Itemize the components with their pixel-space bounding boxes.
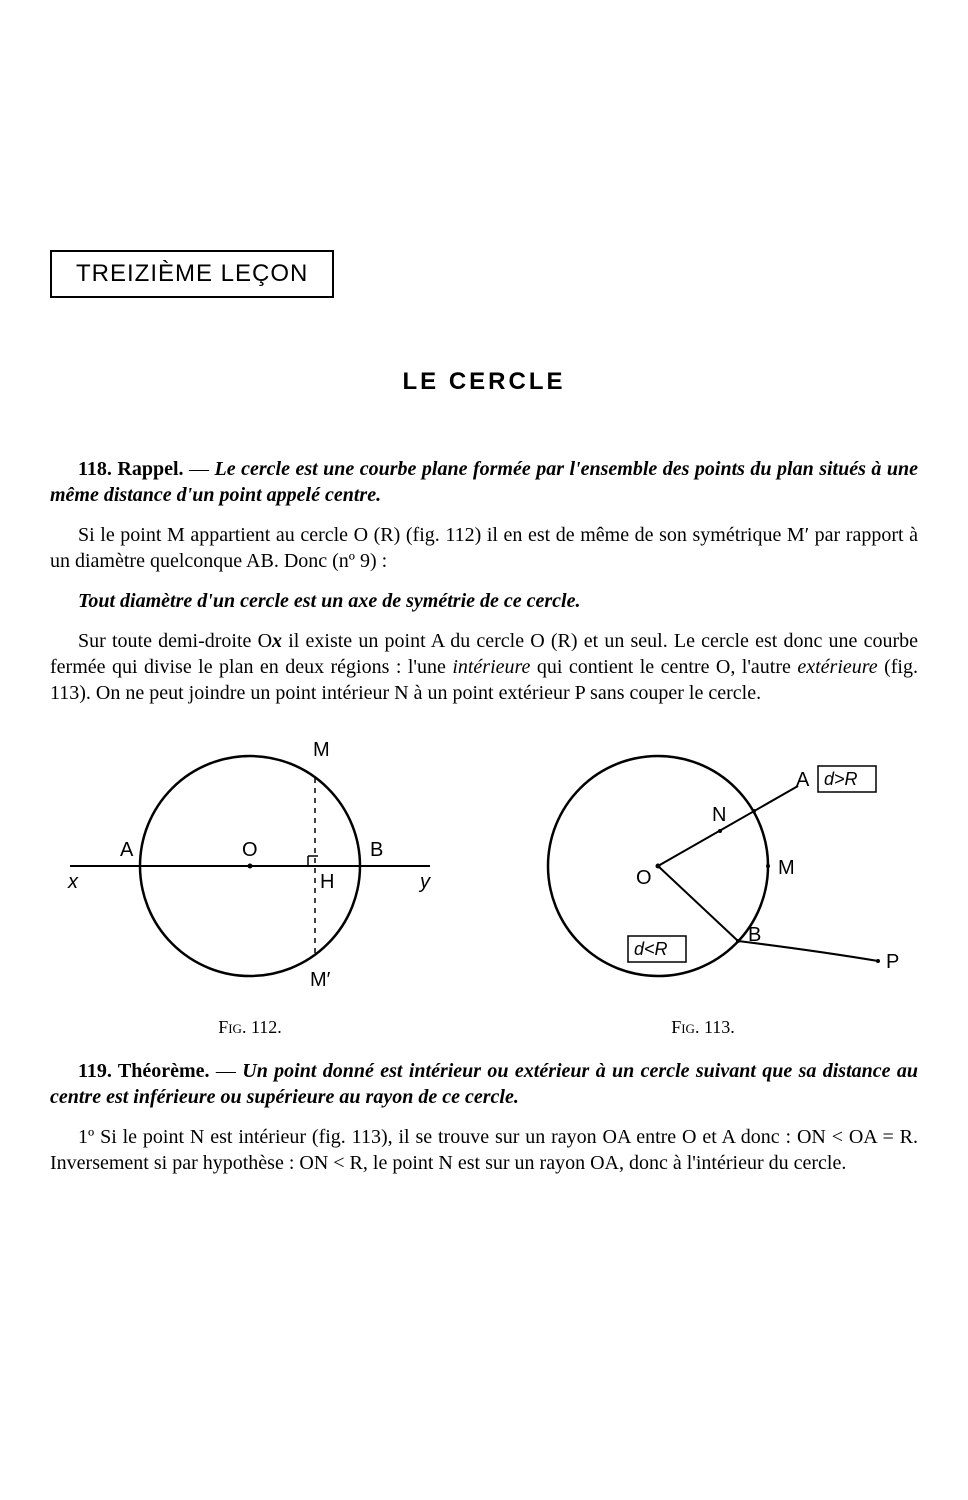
- para-119-1: 1º Si le point N est intérieur (fig. 113…: [50, 1124, 918, 1176]
- label-O2: O: [636, 867, 652, 889]
- label-M: M: [313, 739, 330, 761]
- figure-112-caption: Fig. 112.: [50, 1017, 450, 1038]
- lesson-box: TREIZIÈME LEÇON: [50, 250, 334, 298]
- p2-e: qui contient le centre O, l'autre: [530, 656, 797, 678]
- section-118-heading: 118. Rappel. — Le cercle est une courbe …: [50, 456, 918, 508]
- lesson-box-label: TREIZIÈME LEÇON: [76, 260, 308, 287]
- figure-113-svg: d>R d<R O N A M B P: [488, 726, 918, 1006]
- label-x: x: [67, 871, 79, 893]
- label-N: N: [712, 804, 726, 826]
- section-number-118: 118. Rappel.: [78, 458, 184, 480]
- figure-112: M M′ A B O H x y Fig. 112.: [50, 726, 450, 1038]
- p2-x: x: [272, 630, 282, 652]
- figure-112-svg: M M′ A B O H x y: [50, 726, 450, 1006]
- heading-dash: —: [184, 458, 215, 480]
- para-118-2: Sur toute demi-droite Ox il existe un po…: [50, 628, 918, 706]
- para-118-axiom: Tout diamètre d'un cercle est un axe de …: [50, 588, 918, 614]
- p2-interieure: intérieure: [452, 656, 530, 678]
- label-B2: B: [748, 924, 761, 946]
- figure-113-caption: Fig. 113.: [488, 1017, 918, 1038]
- label-B: B: [370, 839, 383, 861]
- label-dltR: d<R: [634, 939, 668, 959]
- label-A2: A: [796, 769, 810, 791]
- section-number-119: 119. Théorème.: [78, 1060, 210, 1082]
- section-119-heading: 119. Théorème. — Un point donné est inté…: [50, 1058, 918, 1110]
- label-H: H: [320, 871, 334, 893]
- para-118-1: Si le point M appartient au cercle O (R)…: [50, 522, 918, 574]
- label-y: y: [418, 871, 431, 893]
- page-title: LE CERCLE: [50, 368, 918, 396]
- p2-a: Sur toute demi-droite O: [78, 630, 272, 652]
- p2-exterieure: extérieure: [797, 656, 877, 678]
- heading-dash-119: —: [210, 1060, 243, 1082]
- label-dgtR: d>R: [824, 769, 858, 789]
- label-Mprime: M′: [310, 969, 331, 991]
- label-Mfig: M: [778, 857, 795, 879]
- label-A: A: [120, 839, 134, 861]
- label-P: P: [886, 951, 899, 973]
- figure-113: d>R d<R O N A M B P Fig. 113.: [488, 726, 918, 1038]
- label-O: O: [242, 839, 258, 861]
- figures-row: M M′ A B O H x y Fig. 112.: [50, 726, 918, 1038]
